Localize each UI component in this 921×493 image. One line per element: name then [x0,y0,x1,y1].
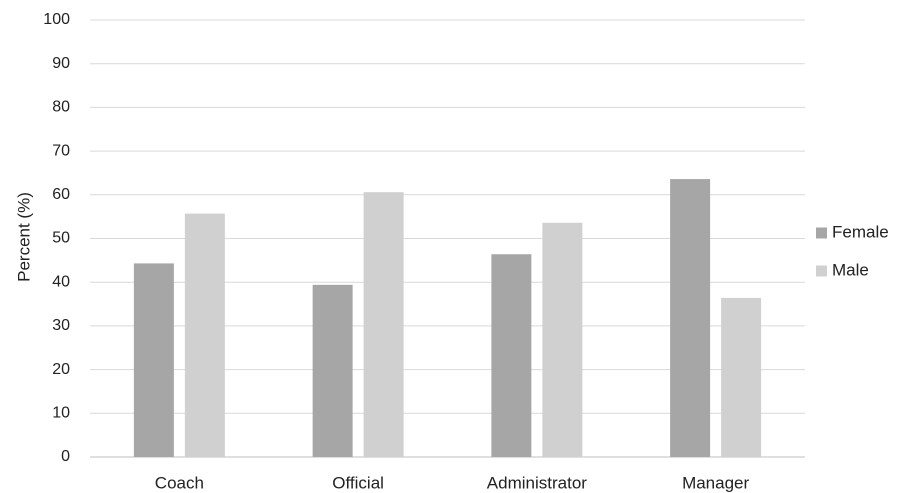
y-tick-label: 50 [52,230,70,247]
legend-swatch-male [816,265,827,277]
y-tick-label: 100 [43,11,70,28]
x-category-label: Coach [155,473,204,492]
bar-female-administrator [491,254,532,457]
y-tick-label: 30 [52,317,70,334]
x-category-label: Manager [682,473,749,492]
x-category-label: Administrator [487,473,587,492]
y-axis-title: Percent (%) [14,192,33,282]
y-tick-label: 60 [52,186,70,203]
bar-male-administrator [542,222,583,457]
bar-female-coach [133,263,174,457]
bar-male-coach [184,213,225,457]
x-category-label: Official [332,473,384,492]
legend: Female Male [816,222,889,279]
legend-label-male: Male [832,260,869,279]
y-axis-ticks: 0 10 20 30 40 50 60 70 80 90 100 [43,11,70,465]
y-tick-label: 80 [52,99,70,116]
bar-female-official [312,284,353,457]
bar-male-official [363,192,404,458]
y-tick-label: 40 [52,273,70,290]
y-tick-label: 0 [61,448,70,465]
y-tick-label: 90 [52,55,70,72]
x-axis-labels: Coach Official Administrator Manager [155,473,750,492]
y-tick-label: 20 [52,361,70,378]
legend-label-female: Female [832,222,889,241]
bar-female-manager [670,179,711,457]
y-tick-label: 10 [52,405,70,422]
legend-swatch-female [816,227,827,239]
bar-male-manager [721,297,762,457]
y-tick-label: 70 [52,142,70,159]
bars [133,179,762,458]
